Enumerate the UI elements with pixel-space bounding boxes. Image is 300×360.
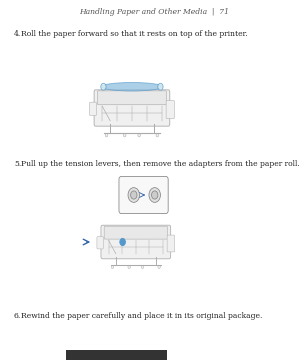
FancyBboxPatch shape xyxy=(90,102,96,116)
FancyBboxPatch shape xyxy=(97,237,103,249)
Ellipse shape xyxy=(138,134,140,137)
Ellipse shape xyxy=(128,265,130,269)
Text: Rewind the paper carefully and place it in its original package.: Rewind the paper carefully and place it … xyxy=(21,312,262,320)
Ellipse shape xyxy=(120,239,125,246)
Bar xyxy=(66,350,167,360)
FancyBboxPatch shape xyxy=(166,100,174,119)
Ellipse shape xyxy=(123,134,126,137)
FancyBboxPatch shape xyxy=(94,90,170,126)
Text: 5.: 5. xyxy=(14,160,21,168)
FancyBboxPatch shape xyxy=(119,176,168,213)
Text: 6.: 6. xyxy=(14,312,21,320)
Text: Pull up the tension levers, then remove the adapters from the paper roll.: Pull up the tension levers, then remove … xyxy=(21,160,300,168)
FancyBboxPatch shape xyxy=(167,235,175,252)
FancyBboxPatch shape xyxy=(104,226,167,239)
Text: Roll the paper forward so that it rests on top of the printer.: Roll the paper forward so that it rests … xyxy=(21,30,247,38)
Ellipse shape xyxy=(130,191,137,199)
Text: Handling Paper and Other Media  |  71: Handling Paper and Other Media | 71 xyxy=(79,8,229,16)
Ellipse shape xyxy=(101,82,162,91)
Ellipse shape xyxy=(128,188,140,202)
Ellipse shape xyxy=(156,134,159,137)
Ellipse shape xyxy=(101,84,106,90)
Ellipse shape xyxy=(105,134,108,137)
FancyBboxPatch shape xyxy=(98,91,166,105)
Text: 4.: 4. xyxy=(14,30,21,38)
Ellipse shape xyxy=(152,191,158,199)
Ellipse shape xyxy=(158,84,163,90)
FancyBboxPatch shape xyxy=(101,225,171,259)
Ellipse shape xyxy=(111,265,114,269)
Ellipse shape xyxy=(158,265,160,269)
Ellipse shape xyxy=(149,188,160,202)
Ellipse shape xyxy=(141,265,144,269)
